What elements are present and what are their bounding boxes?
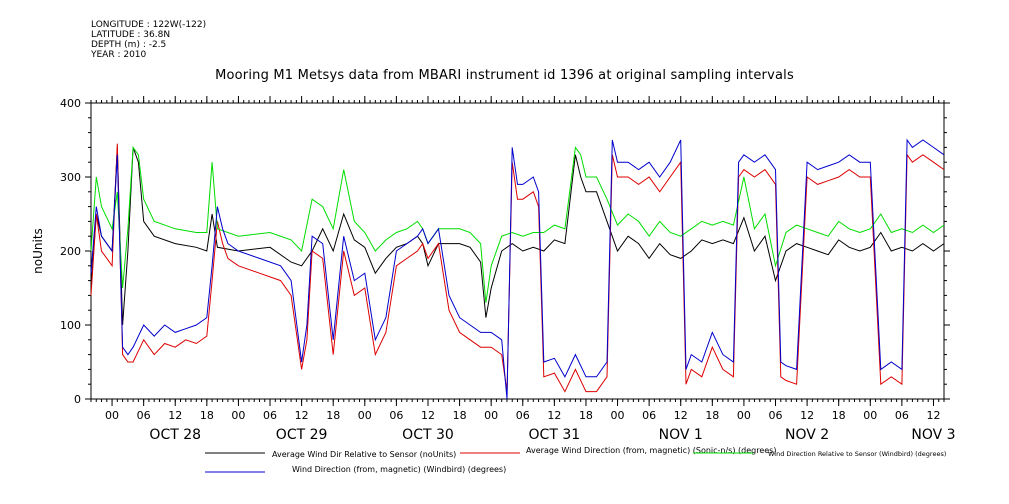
series-line-3 [90, 138, 945, 400]
meta-depth: DEPTH (m) : -2.5 [91, 40, 167, 50]
x-tick-label: 18 [453, 409, 467, 422]
x-tick-label: 06 [895, 409, 909, 422]
x-day-label: NOV 3 [911, 427, 955, 443]
x-day-label: OCT 30 [402, 427, 454, 443]
x-day-label: NOV 2 [785, 427, 829, 443]
x-tick-label: 18 [326, 409, 340, 422]
meta-latitude: LATITUDE : 36.8N [91, 30, 171, 40]
x-tick-label: 06 [642, 409, 656, 422]
x-tick-label: 12 [926, 409, 940, 422]
series-line-0 [90, 147, 945, 326]
x-tick-label: 00 [105, 409, 119, 422]
y-tick-label: 400 [60, 97, 81, 110]
x-tick-label: 12 [800, 409, 814, 422]
x-day-label: OCT 31 [529, 427, 581, 443]
y-tick-label: 100 [60, 319, 81, 332]
legend-label-2: Wind Direction Relative to Sensor (Windb… [768, 450, 946, 458]
x-tick-label: 06 [769, 409, 783, 422]
x-tick-label: 06 [263, 409, 277, 422]
x-tick-label: 12 [168, 409, 182, 422]
x-day-label: OCT 29 [276, 427, 328, 443]
legend-label-0: Average Wind Dir Relative to Sensor (noU… [272, 450, 456, 459]
series-line-1 [90, 143, 945, 393]
x-tick-label: 06 [137, 409, 151, 422]
metadata-block: LONGITUDE : 122W(-122) LATITUDE : 36.8N … [91, 20, 206, 60]
legend-label-3: Wind Direction (from, magnetic) (Windbir… [292, 465, 506, 474]
series-line-2 [90, 145, 945, 303]
chart-title: Mooring M1 Metsys data from MBARI instru… [215, 68, 794, 83]
y-tick-label: 200 [60, 245, 81, 258]
x-tick-label: 00 [358, 409, 372, 422]
x-day-label: OCT 28 [149, 427, 201, 443]
x-tick-label: 12 [674, 409, 688, 422]
x-tick-label: 00 [863, 409, 877, 422]
y-tick-label: 300 [60, 171, 81, 184]
x-tick-label: 00 [231, 409, 245, 422]
x-tick-label: 12 [547, 409, 561, 422]
x-tick-label: 00 [737, 409, 751, 422]
x-tick-label: 12 [295, 409, 309, 422]
x-tick-label: 06 [389, 409, 403, 422]
x-tick-label: 00 [484, 409, 498, 422]
x-tick-label: 06 [516, 409, 530, 422]
meta-year: YEAR : 2010 [91, 50, 147, 60]
x-tick-label: 00 [611, 409, 625, 422]
x-tick-label: 12 [421, 409, 435, 422]
plot-frame [90, 102, 945, 400]
y-tick-label: 0 [74, 393, 81, 406]
x-day-label: NOV 1 [659, 427, 703, 443]
meta-longitude: LONGITUDE : 122W(-122) [91, 20, 207, 30]
y-axis-label: noUnits [31, 228, 45, 274]
legend-label-1: Average Wind Direction (from, magnetic) … [526, 446, 776, 455]
x-tick-label: 18 [832, 409, 846, 422]
x-tick-label: 18 [705, 409, 719, 422]
x-tick-label: 18 [200, 409, 214, 422]
x-tick-label: 18 [579, 409, 593, 422]
